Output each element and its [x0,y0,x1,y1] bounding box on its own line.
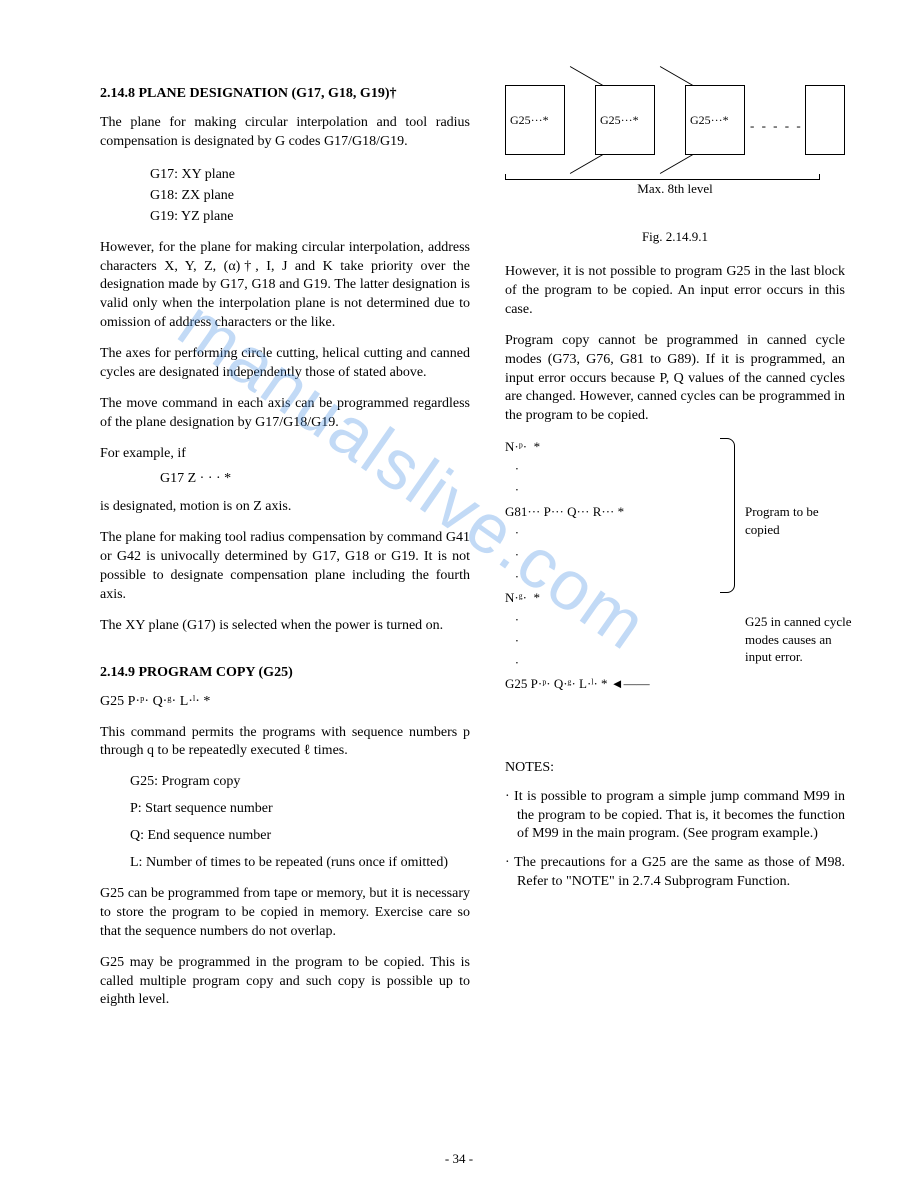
notes-heading: NOTES: [505,759,845,778]
para-right-p1: However, it is not possible to program G… [505,263,845,320]
def-g25: G25: Program copy [130,773,470,792]
plane-g19: G19: YZ plane [150,206,470,227]
g25-formula: G25 P·ᵖ· Q·ᵍ· L·ˡ· * [100,693,470,712]
diagram-box-1: G25···* [505,85,565,155]
code-brace [720,438,735,593]
example-g17z: G17 Z · · · * [160,470,470,489]
para-2-14-9-p3: G25 may be programmed in the program to … [100,954,470,1011]
right-column: G25···* G25···* G25···* - - - - - Max. 8… [505,85,845,1022]
def-l: L: Number of times to be repeated (runs … [130,854,470,873]
note-1: · It is possible to program a simple jum… [505,788,845,845]
para-2-14-8-p4: The move command in each axis can be pro… [100,395,470,433]
fig-2-14-9-1: Fig. 2.14.9.1 [505,228,845,246]
code-brace-label: Program to be copied [745,503,845,538]
para-2-14-9-p2: G25 can be programmed from tape or memor… [100,885,470,942]
g25-error-note: G25 in canned cycle modes causes an inpu… [745,613,860,666]
para-2-14-8-p2: However, for the plane for making circul… [100,239,470,333]
para-2-14-8-p3: The axes for performing circle cutting, … [100,345,470,383]
diagram-box-3: G25···* [685,85,745,155]
plane-list: G17: XY plane G18: ZX plane G19: YZ plan… [150,164,470,227]
para-2-14-8-p8: The XY plane (G17) is selected when the … [100,617,470,636]
diagram-bracket [505,174,820,180]
g25-def-list: G25: Program copy P: Start sequence numb… [130,773,470,873]
page-number: - 34 - [0,1150,918,1168]
note-2: · The precautions for a G25 are the same… [505,854,845,892]
program-copy-code: Program to be copied N·ᵖ· * · · G81··· P… [505,438,845,747]
code-l7: · [505,568,845,586]
para-2-14-8-intro: The plane for making circular interpolat… [100,114,470,152]
code-l6: · [505,546,845,564]
plane-g18: G18: ZX plane [150,185,470,206]
code-l3: · [505,481,845,499]
plane-g17: G17: XY plane [150,164,470,185]
code-l8: N·ᵍ· * [505,589,845,607]
diagram-box-2: G25···* [595,85,655,155]
code-l1: N·ᵖ· * [505,438,845,456]
code-l12: G25 P·ᵖ· Q·ᵍ· L·ˡ· * ◄—— [505,675,845,693]
para-right-p2: Program copy cannot be programmed in can… [505,332,845,426]
max-level-caption: Max. 8th level [505,180,845,198]
diagram-dashes: - - - - - [750,117,803,135]
section-2-14-9-title: 2.14.9 PROGRAM COPY (G25) [100,664,470,683]
para-2-14-8-p5: For example, if [100,445,470,464]
section-2-14-8-title: 2.14.8 PLANE DESIGNATION (G17, G18, G19)… [100,85,470,104]
diagram-box-4 [805,85,845,155]
def-q: Q: End sequence number [130,827,470,846]
page-columns: 2.14.8 PLANE DESIGNATION (G17, G18, G19)… [100,85,848,1022]
para-2-14-8-p6: is designated, motion is on Z axis. [100,498,470,517]
nesting-diagram: G25···* G25···* G25···* - - - - - [505,85,845,175]
para-2-14-8-p7: The plane for making tool radius compens… [100,529,470,605]
para-2-14-9-p1: This command permits the programs with s… [100,724,470,762]
left-column: 2.14.8 PLANE DESIGNATION (G17, G18, G19)… [100,85,470,1022]
def-p: P: Start sequence number [130,800,470,819]
code-l2: · [505,460,845,478]
